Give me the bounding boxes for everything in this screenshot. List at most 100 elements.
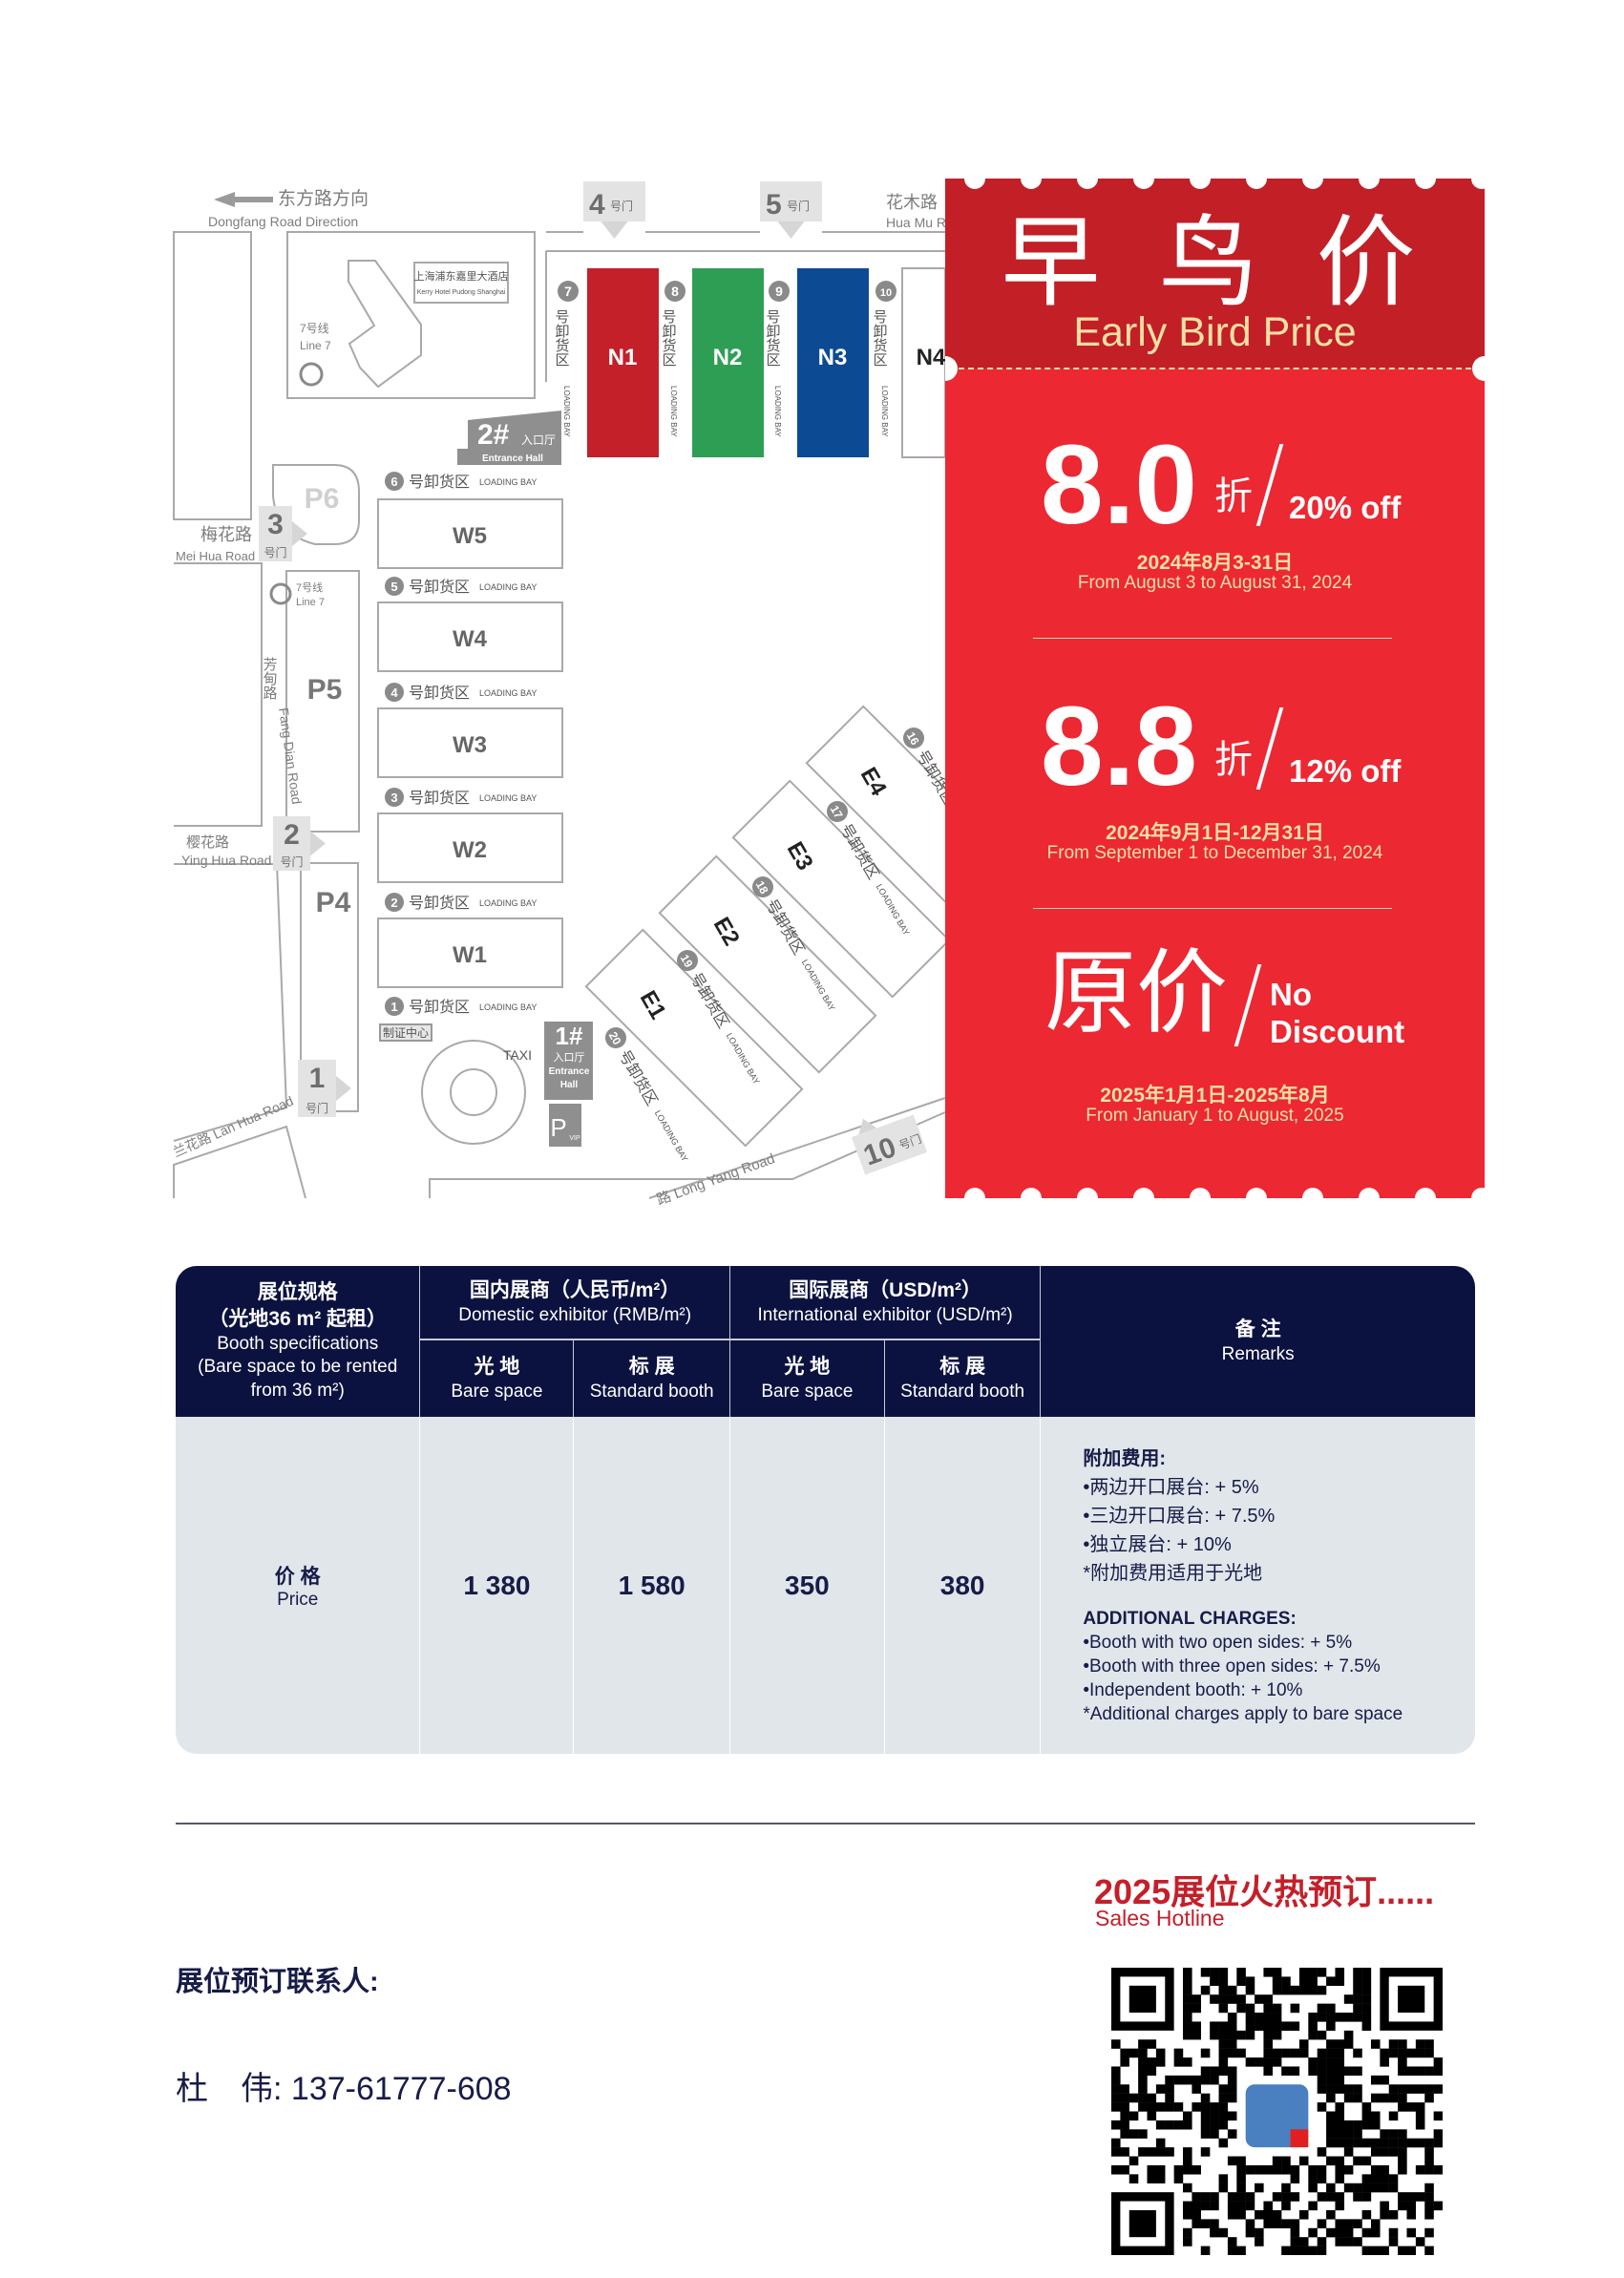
qr-module xyxy=(1263,2164,1273,2175)
loading-bay-badge xyxy=(664,281,685,302)
scallop-edge xyxy=(1190,1188,1211,1198)
loading-bay-label-cn: 号卸货区 xyxy=(872,309,888,367)
loading-bay-badge xyxy=(903,728,924,749)
qr-module xyxy=(1236,2156,1246,2166)
qr-module xyxy=(1388,2209,1399,2220)
qr-module xyxy=(1128,2093,1139,2103)
qr-module xyxy=(1406,2084,1417,2094)
qr-module xyxy=(1281,1976,1291,1987)
qr-module xyxy=(1433,2111,1443,2121)
hot-booking-title: 2025展位火热预订...... xyxy=(1094,1872,1435,1911)
qr-module xyxy=(1147,2111,1157,2121)
loading-bay-label-en: LOADING BAY xyxy=(479,582,537,592)
qr-module xyxy=(1398,2093,1407,2103)
loading-bay-badge xyxy=(752,876,773,897)
qr-module xyxy=(1335,2075,1345,2085)
remarks-cn: 备 注 xyxy=(1234,1318,1281,1340)
remarks-en: Remarks xyxy=(1221,1343,1295,1364)
qr-module xyxy=(1298,2156,1309,2166)
arrow-right-icon xyxy=(310,831,326,856)
lanhua-road: 兰花路 Lan Hua Road xyxy=(171,1093,296,1160)
qr-module xyxy=(1308,2066,1318,2077)
vip-parking-sub: VIP xyxy=(569,1135,580,1142)
qr-module xyxy=(1335,2174,1345,2183)
qr-module xyxy=(1183,2227,1192,2238)
qr-module xyxy=(1317,2192,1327,2202)
qr-module xyxy=(1138,2102,1148,2112)
spec-header: 展位规格 （光地36 m² 起租） Booth specifications (… xyxy=(176,1266,421,1417)
hall-w4 xyxy=(377,601,563,672)
no-label: No xyxy=(1270,977,1312,1012)
qr-module xyxy=(1335,2219,1345,2228)
international-cn: 国际展商（USD/m²） xyxy=(789,1278,982,1301)
spec-header-cn: 展位规格 xyxy=(257,1281,338,1304)
qr-module xyxy=(1361,2192,1372,2202)
qr-module xyxy=(1370,2147,1381,2157)
qr-module xyxy=(1263,2057,1273,2067)
qr-module xyxy=(1227,2237,1237,2246)
qr-module xyxy=(1388,2174,1399,2183)
scallop-edge xyxy=(1359,179,1380,189)
qr-module xyxy=(1155,2147,1166,2157)
spec-header-en2: (Bare space to be rented xyxy=(198,1357,398,1378)
tier1-date-en: From August 3 to August 31, 2024 xyxy=(1077,573,1353,593)
qr-module xyxy=(1227,2048,1237,2058)
qr-module xyxy=(1281,2219,1291,2228)
qr-module xyxy=(1298,2246,1309,2255)
hall-w3 xyxy=(377,707,563,778)
loading-bay-number: 1 xyxy=(390,1000,397,1014)
qr-module xyxy=(1120,2048,1129,2058)
qr-module xyxy=(1183,2201,1192,2211)
qr-module xyxy=(1308,2030,1318,2040)
qr-module xyxy=(1398,2192,1407,2202)
qr-module xyxy=(1335,2192,1345,2202)
gate-suffix: 号门 xyxy=(787,199,810,213)
qr-module xyxy=(1433,2066,1443,2077)
qr-module xyxy=(1353,1968,1362,1977)
qr-module xyxy=(1245,2227,1255,2238)
qr-module xyxy=(1200,1968,1211,1977)
qr-module xyxy=(1343,2129,1354,2139)
qr-module xyxy=(1200,2093,1211,2103)
metro-label-cn: 7号线 xyxy=(300,322,329,335)
qr-module xyxy=(1308,1976,1318,1987)
qr-module xyxy=(1200,2192,1211,2202)
qr-module xyxy=(1308,2021,1318,2032)
qr-module xyxy=(1361,2227,1372,2238)
qr-module xyxy=(1272,2209,1282,2220)
qr-module xyxy=(1415,2066,1425,2077)
qr-module xyxy=(1398,2084,1407,2094)
qr-module xyxy=(1218,1985,1229,1995)
qr-module xyxy=(1388,2093,1399,2103)
qr-module xyxy=(1281,2246,1291,2255)
contact-phone[interactable]: 137-61777-608 xyxy=(290,2071,512,2107)
hotel-building xyxy=(348,260,422,389)
scallop-edge xyxy=(1077,1188,1098,1198)
qr-module xyxy=(1361,2120,1372,2130)
qr-module xyxy=(1388,2227,1399,2238)
qr-module xyxy=(1173,2102,1184,2112)
loading-bay-label-cn: 号卸货区 xyxy=(409,474,470,491)
qr-module xyxy=(1272,2030,1282,2040)
scallop-edge xyxy=(1415,1188,1436,1198)
qr-module xyxy=(1317,2147,1327,2157)
loading-bay-number: 7 xyxy=(564,284,572,299)
qr-module xyxy=(1111,2147,1121,2157)
qr-module xyxy=(1326,2129,1336,2139)
qr-module xyxy=(1245,1976,1255,1987)
qr-module xyxy=(1335,2013,1345,2022)
scallop-edge xyxy=(1133,1188,1154,1198)
qr-module xyxy=(1370,2164,1381,2175)
gate-suffix: 号门 xyxy=(610,199,633,213)
qr-module xyxy=(1272,2021,1282,2032)
qr-code[interactable] xyxy=(1111,1968,1443,2255)
scallop-edge xyxy=(1190,179,1211,189)
qr-module xyxy=(1218,2048,1229,2058)
qr-module xyxy=(1335,2111,1345,2121)
qr-module xyxy=(1255,2237,1264,2246)
qr-module xyxy=(1370,2138,1381,2148)
qr-module xyxy=(1111,2138,1121,2148)
qr-module xyxy=(1128,2156,1139,2166)
qr-module xyxy=(1317,2246,1327,2255)
